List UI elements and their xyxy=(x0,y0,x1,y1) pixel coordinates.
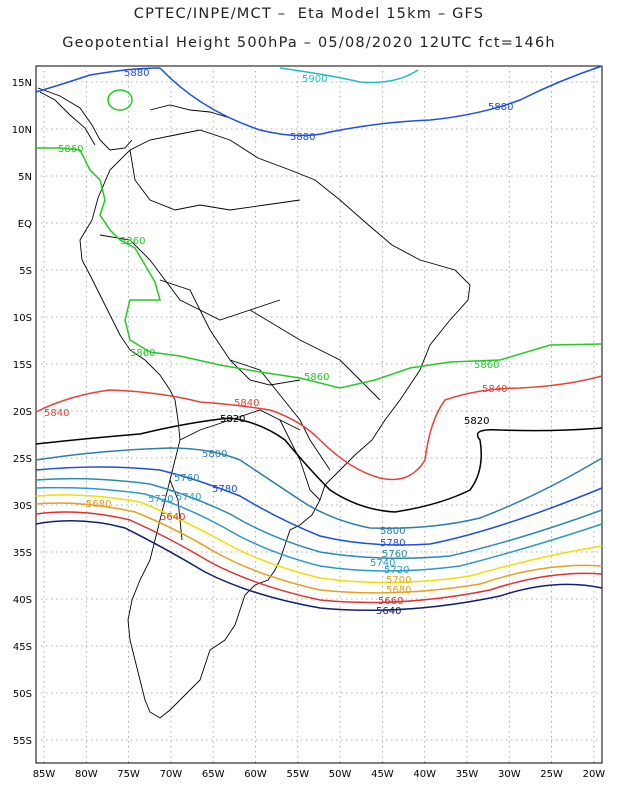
lat-tick-label: 5S xyxy=(19,266,32,277)
label-5720-b: 5720 xyxy=(384,565,409,576)
lon-tick-label: 55W xyxy=(286,769,309,780)
lat-tick-label: 55S xyxy=(13,736,32,747)
label-5860-e: 5860 xyxy=(474,360,499,371)
lon-tick-label: 65W xyxy=(202,769,225,780)
lon-tick-label: 45W xyxy=(371,769,394,780)
gridlines xyxy=(36,66,602,763)
contour-labels: 5900 5880 5880 5880 5860 5860 5860 5860 … xyxy=(44,68,513,617)
label-5640-b: 5640 xyxy=(376,606,401,617)
contour-5900 xyxy=(279,67,419,84)
lat-tick-label: 50S xyxy=(13,689,32,700)
contour-5760 xyxy=(35,477,603,559)
lon-tick-label: 85W xyxy=(33,769,56,780)
label-5880-a: 5880 xyxy=(124,68,149,79)
lat-tick-label: EQ xyxy=(18,219,32,230)
label-5680-a: 5680 xyxy=(86,499,111,510)
label-5800-a: 5800 xyxy=(202,449,227,460)
label-5840-a: 5840 xyxy=(44,408,69,419)
lon-tick-label: 35W xyxy=(456,769,479,780)
contour-5860 xyxy=(36,147,603,389)
contour-5660 xyxy=(35,520,603,612)
lat-tick-label: 15S xyxy=(13,360,32,371)
label-5780-b: 5780 xyxy=(380,538,405,549)
label-5860-c: 5860 xyxy=(130,348,155,359)
contour-5840 xyxy=(35,375,603,481)
lon-tick-label: 25W xyxy=(540,769,563,780)
lon-tick-label: 75W xyxy=(117,769,140,780)
label-5840-c: 5840 xyxy=(482,384,507,395)
label-5760-b: 5760 xyxy=(382,549,407,560)
contour-5780 xyxy=(35,466,603,546)
contour-5680 xyxy=(35,511,603,604)
lat-tick-label: 5N xyxy=(18,172,32,183)
label-5660: 5660 xyxy=(378,596,403,607)
lat-tick-label: 25S xyxy=(13,454,32,465)
title-line-1: CPTEC/INPE/MCT – Eta Model 15km – GFS xyxy=(133,6,485,22)
label-5820-b: 5820 xyxy=(464,416,489,427)
lon-tick-label: 70W xyxy=(160,769,183,780)
label-5780-a: 5780 xyxy=(212,484,237,495)
lat-tick-label: 10S xyxy=(13,313,32,324)
contour-5820 xyxy=(35,417,603,513)
contour-5800 xyxy=(35,447,603,530)
lon-tick-label: 30W xyxy=(498,769,521,780)
lat-tick-label: 45S xyxy=(13,642,32,653)
label-5700: 5700 xyxy=(386,575,411,586)
lat-tick-label: 35S xyxy=(13,548,32,559)
lat-tick-label: 10N xyxy=(12,125,32,136)
label-5740-b: 5740 xyxy=(370,558,395,569)
label-5680-b: 5680 xyxy=(386,585,411,596)
label-5640-a: 5640 xyxy=(160,512,185,523)
axis-ticks: 15N 10N 5N EQ 5S 10S 15S 20S 25S 30S 35S 40S 45S 50S 5… xyxy=(12,78,606,780)
label-5860-d: 5860 xyxy=(304,372,329,383)
lat-tick-label: 40S xyxy=(13,595,32,606)
lon-tick-label: 80W xyxy=(75,769,98,780)
lon-tick-label: 50W xyxy=(329,769,352,780)
label-5820-a: 5820 xyxy=(220,414,245,425)
lat-tick-label: 20S xyxy=(13,407,32,418)
lon-tick-label: 40W xyxy=(413,769,436,780)
map-frame xyxy=(35,65,603,764)
contour-5740 xyxy=(35,486,603,572)
lat-tick-label: 15N xyxy=(12,78,32,89)
label-5880-b: 5880 xyxy=(290,132,315,143)
label-5880-c: 5880 xyxy=(488,102,513,113)
title-line-2: Geopotential Height 500hPa – 05/08/2020 … xyxy=(62,35,556,51)
label-5720-a: 5720 xyxy=(148,494,173,505)
label-5840-b: 5840 xyxy=(234,398,259,409)
lon-tick-label: 20W xyxy=(583,769,606,780)
contour-5720 xyxy=(35,494,603,584)
label-5900: 5900 xyxy=(302,74,327,85)
label-5860-b: 5860 xyxy=(120,236,145,247)
label-5800-b: 5800 xyxy=(380,526,405,537)
lat-tick-label: 30S xyxy=(13,501,32,512)
label-5860-a: 5860 xyxy=(58,144,83,155)
contour-5880-b xyxy=(159,65,603,137)
label-5760-a: 5760 xyxy=(174,473,199,484)
contour-5880-a xyxy=(35,67,161,93)
height-contours xyxy=(35,65,603,612)
label-5740-a: 5740 xyxy=(176,492,201,503)
lon-tick-label: 60W xyxy=(244,769,267,780)
contour-5700 xyxy=(35,502,603,594)
